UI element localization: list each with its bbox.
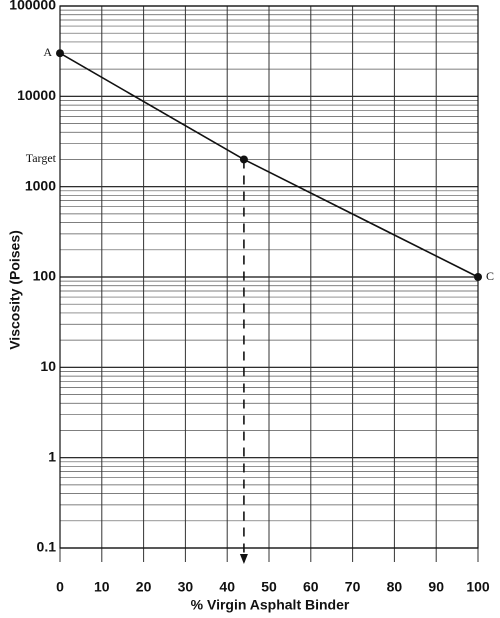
y-tick-label: 1 [48, 448, 56, 464]
x-tick-label: 80 [387, 579, 403, 595]
y-axis-label: Viscosity (Poises) [7, 230, 23, 350]
point-label: Target [26, 151, 57, 165]
y-tick-label: 10000 [17, 87, 56, 103]
x-tick-label: 30 [178, 579, 194, 595]
x-tick-label: 50 [261, 579, 277, 595]
x-tick-label: 40 [219, 579, 235, 595]
x-tick-label: 90 [428, 579, 444, 595]
x-tick-label: 100 [466, 579, 490, 595]
point [239, 155, 248, 164]
y-tick-label: 100 [33, 268, 57, 284]
x-tick-label: 10 [94, 579, 110, 595]
point [474, 273, 482, 281]
x-tick-label: 70 [345, 579, 361, 595]
y-tick-label: 10 [40, 358, 56, 374]
y-tick-label: 100000 [9, 0, 56, 13]
point [56, 49, 64, 58]
x-tick-label: 20 [136, 579, 152, 595]
y-tick-label: 0.1 [37, 539, 57, 555]
point-label: C [486, 269, 494, 283]
target-arrow [239, 554, 248, 564]
x-tick-label: 60 [303, 579, 319, 595]
y-tick-label: 1000 [25, 177, 56, 193]
point-label: A [43, 45, 52, 59]
x-tick-label: 0 [56, 579, 64, 595]
x-axis-label: % Virgin Asphalt Binder [191, 597, 350, 613]
